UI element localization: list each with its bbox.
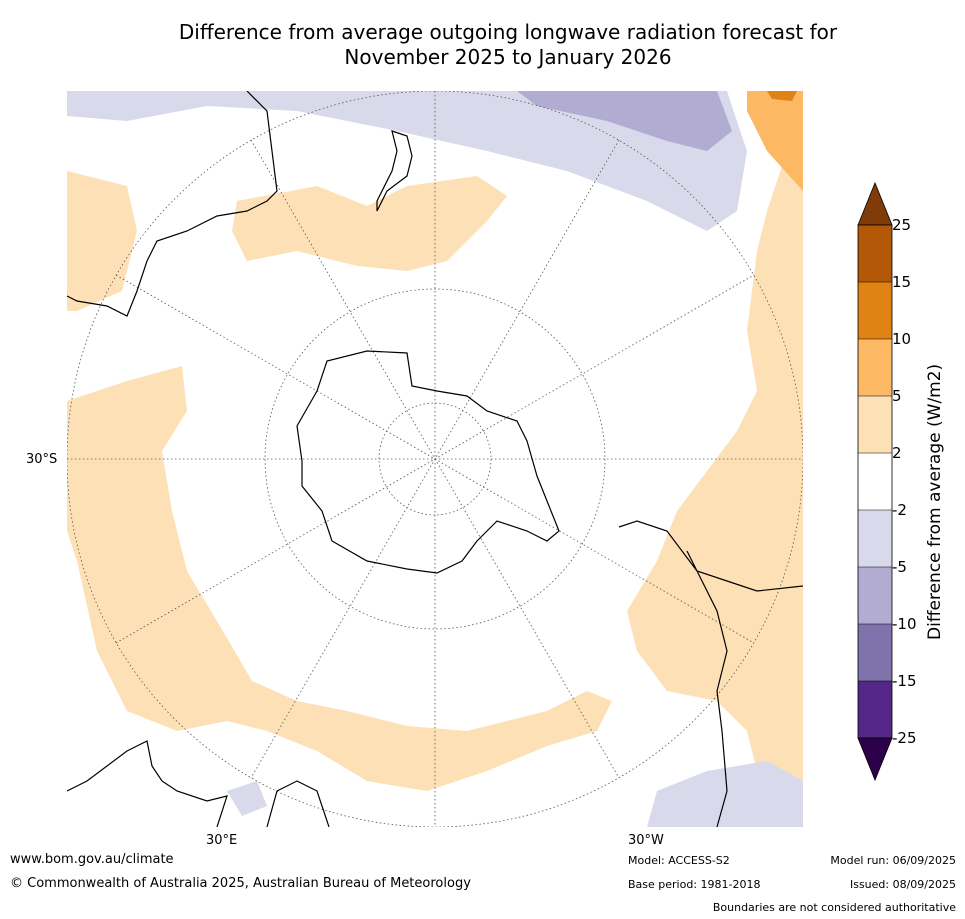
colorbar-band-neg5-neg10 [858, 567, 892, 624]
longitude-label-30w: 30°W [628, 833, 664, 848]
antarctica-coastline [296, 350, 560, 574]
title-line-2: November 2025 to January 2026 [344, 45, 672, 69]
colorbar-tick: -25 [892, 729, 917, 747]
anomaly-region-east-orange [747, 91, 803, 191]
colorbar-tick: 25 [892, 216, 912, 234]
colorbar-band-15-25 [858, 225, 892, 282]
model-run-text: Model run: 06/09/2025 [830, 854, 956, 867]
colorbar-extend-bottom [857, 737, 893, 782]
anomaly-region-west [67, 171, 137, 311]
anomaly-region-southern-band [67, 366, 612, 791]
colorbar-tick: -10 [892, 615, 917, 633]
colorbar-band-neutral [858, 453, 892, 510]
anomaly-region-north-negative-strong [517, 91, 732, 151]
colorbar-tick: 2 [892, 444, 902, 462]
polar-map-canvas [67, 91, 803, 827]
polar-map [67, 91, 803, 827]
anomaly-region-east-dark-orange [767, 91, 797, 101]
colorbar-swatches [857, 181, 893, 782]
anomaly-region-south-negative [647, 761, 803, 827]
colorbar-band-neg10-neg15 [858, 624, 892, 681]
colorbar-tick: 15 [892, 273, 912, 291]
australia-coastline [67, 91, 278, 317]
anomaly-region-east [627, 121, 803, 827]
colorbar-extend-top [857, 181, 893, 226]
colorbar-tick: -5 [892, 558, 907, 576]
colorbar-label: Difference from average (W/m2) [925, 363, 945, 640]
copyright-text: © Commonwealth of Australia 2025, Austra… [10, 876, 471, 891]
title-line-1: Difference from average outgoing longwav… [178, 20, 838, 44]
africa-coastline [67, 740, 330, 827]
colorbar-tick: 5 [892, 387, 902, 405]
colorbar-band-10-15 [858, 282, 892, 339]
colorbar-band-2-5 [858, 396, 892, 453]
colorbar-band-neg15-neg25 [858, 681, 892, 738]
issued-text: Issued: 08/09/2025 [849, 878, 956, 891]
colorbar-band-neg2-neg5 [858, 510, 892, 567]
colorbar: 25 15 10 5 2 -2 -5 -10 -15 -25 [855, 180, 965, 785]
south-america-coastline [618, 520, 803, 827]
anomaly-region-north-negative [67, 91, 747, 231]
base-period-text: Base period: 1981-2018 [628, 878, 761, 891]
disclaimer-text: Boundaries are not considered authoritat… [712, 901, 956, 914]
colorbar-tick: -15 [892, 672, 917, 690]
graticule [67, 91, 803, 827]
anomaly-region-tasman [232, 176, 507, 271]
colorbar-band-5-10 [858, 339, 892, 396]
colorbar-tick: 10 [892, 330, 912, 348]
colorbar-tick: -2 [892, 501, 907, 519]
website-link[interactable]: www.bom.gov.au/climate [10, 852, 174, 867]
new-zealand-coastline [376, 130, 413, 212]
coastlines [67, 91, 803, 827]
map-title: Difference from average outgoing longwav… [0, 20, 965, 70]
anomaly-region-southwest-negative [227, 781, 267, 816]
model-text: Model: ACCESS-S2 [628, 854, 730, 867]
latitude-label: 30°S [26, 452, 58, 467]
longitude-label-30e: 30°E [206, 833, 238, 848]
